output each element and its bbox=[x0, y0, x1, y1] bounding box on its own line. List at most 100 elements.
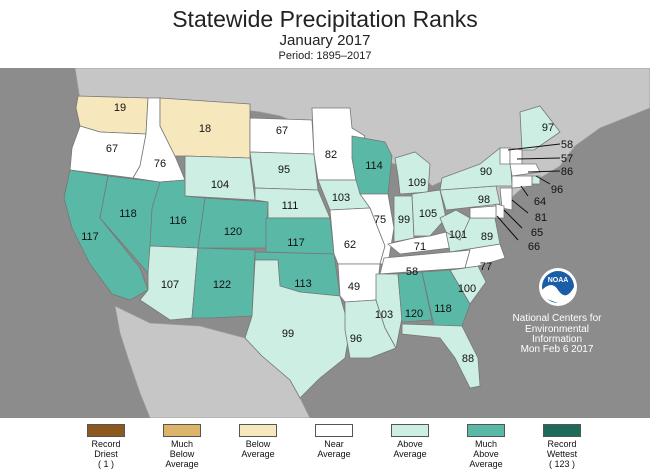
legend-label: Record Driest bbox=[91, 439, 121, 459]
state-wv bbox=[439, 209, 471, 241]
leader-md bbox=[496, 215, 519, 241]
legend-item-record-wettest: Record Wettest( 123 ) bbox=[524, 424, 600, 469]
rank-label-tn: 58 bbox=[406, 266, 418, 278]
credit-line-2: Environmental bbox=[525, 324, 589, 335]
rank-label-nv: 118 bbox=[119, 208, 137, 220]
legend-label: Much Above Average bbox=[469, 439, 503, 469]
rank-label-ar: 49 bbox=[348, 281, 360, 293]
rank-label-sd: 95 bbox=[278, 164, 290, 176]
rank-label-ma: 86 bbox=[561, 166, 573, 178]
credit-line-4: Mon Feb 6 2017 bbox=[521, 344, 594, 355]
legend: Record Driest( 1 ) Much Below Average Below Av… bbox=[0, 420, 650, 475]
rank-label-in: 99 bbox=[398, 214, 410, 226]
rank-label-nm: 122 bbox=[213, 279, 231, 291]
leader-nj bbox=[511, 199, 529, 214]
noaa-logo-icon: NOAA bbox=[539, 268, 577, 306]
legend-item-below: Below Average bbox=[220, 424, 296, 459]
map-panel: 19 67 117 118 76 18 104 116 120 107 122 67 95 111 117 1… bbox=[0, 68, 650, 418]
rank-label-ga: 118 bbox=[434, 303, 452, 315]
legend-count: ( 1 ) bbox=[97, 459, 114, 469]
map-subtitle: January 2017 bbox=[279, 32, 371, 49]
rank-label-mt: 18 bbox=[199, 123, 211, 135]
noaa-logo-text: NOAA bbox=[548, 277, 569, 284]
leader-vt bbox=[507, 143, 561, 151]
legend-item-above: Above Average bbox=[372, 424, 448, 459]
rank-label-mn: 82 bbox=[325, 149, 337, 161]
rank-label-ia: 103 bbox=[332, 192, 350, 204]
state-md bbox=[469, 205, 497, 219]
state-nj bbox=[499, 187, 513, 211]
rank-label-wv: 101 bbox=[449, 229, 467, 241]
rank-label-ky: 71 bbox=[414, 241, 426, 253]
credit-line-3: Information bbox=[532, 334, 582, 345]
legend-item-near: Near Average bbox=[296, 424, 372, 459]
rank-label-ct: 64 bbox=[534, 196, 546, 208]
rank-label-wi: 114 bbox=[365, 160, 383, 172]
state-co bbox=[197, 197, 269, 249]
legend-swatch bbox=[467, 424, 505, 437]
legend-swatch bbox=[315, 424, 353, 437]
rank-label-nc: 77 bbox=[480, 261, 492, 273]
leader-ri bbox=[535, 175, 551, 185]
rank-label-co: 120 bbox=[224, 226, 242, 238]
legend-swatch bbox=[163, 424, 201, 437]
state-ct bbox=[511, 175, 533, 189]
rank-label-la: 96 bbox=[350, 333, 362, 345]
rank-label-ut: 116 bbox=[169, 215, 187, 227]
map-period: Period: 1895–2017 bbox=[278, 50, 372, 62]
legend-item-much-below: Much Below Average bbox=[144, 424, 220, 469]
rank-label-de: 65 bbox=[531, 227, 543, 239]
rank-label-fl: 88 bbox=[462, 353, 474, 365]
rank-label-or: 67 bbox=[106, 143, 118, 155]
state-oh bbox=[411, 189, 447, 237]
state-wy bbox=[184, 155, 256, 201]
legend-item-much-above: Much Above Average bbox=[448, 424, 524, 469]
rank-label-mo: 62 bbox=[344, 239, 356, 251]
legend-label: Record Wettest bbox=[546, 439, 578, 459]
rank-label-al: 120 bbox=[405, 308, 423, 320]
legend-label: Below Average bbox=[241, 439, 275, 459]
rank-label-id: 76 bbox=[154, 158, 166, 170]
legend-swatch bbox=[543, 424, 581, 437]
state-fl bbox=[401, 323, 481, 389]
legend-swatch bbox=[239, 424, 277, 437]
legend-swatch bbox=[87, 424, 125, 437]
rank-label-me: 97 bbox=[542, 122, 554, 134]
state-al bbox=[397, 271, 433, 323]
rank-label-mi: 109 bbox=[408, 177, 426, 189]
rank-label-nd: 67 bbox=[276, 125, 288, 137]
credit-line-1: National Centers for bbox=[513, 313, 603, 324]
rank-label-ms: 103 bbox=[375, 309, 393, 321]
rank-label-nh: 57 bbox=[561, 153, 573, 165]
rank-label-wy: 104 bbox=[211, 179, 229, 191]
map-title: Statewide Precipitation Ranks bbox=[172, 6, 478, 32]
state-nh bbox=[509, 147, 523, 165]
state-nc bbox=[449, 243, 506, 271]
leader-lines bbox=[496, 143, 561, 241]
rank-label-ca: 117 bbox=[81, 231, 99, 243]
rank-label-wa: 19 bbox=[114, 102, 126, 114]
legend-label: Near Average bbox=[317, 439, 351, 459]
rank-label-ok: 113 bbox=[294, 278, 312, 290]
rank-label-pa: 98 bbox=[478, 194, 490, 206]
legend-swatch bbox=[391, 424, 429, 437]
rank-label-az: 107 bbox=[161, 279, 179, 291]
leader-de bbox=[503, 209, 523, 229]
leader-ct bbox=[520, 185, 529, 197]
state-tx bbox=[244, 259, 351, 399]
rank-label-sc: 100 bbox=[458, 283, 476, 295]
rank-label-va: 89 bbox=[481, 231, 493, 243]
legend-label: Above Average bbox=[393, 439, 427, 459]
rank-label-vt: 58 bbox=[561, 139, 573, 151]
rank-label-ne: 111 bbox=[282, 200, 299, 212]
legend-item-record-driest: Record Driest( 1 ) bbox=[68, 424, 144, 469]
state-nm bbox=[191, 247, 256, 319]
rank-label-tx: 99 bbox=[282, 328, 294, 340]
rank-label-oh: 105 bbox=[419, 208, 437, 220]
rank-label-nj: 81 bbox=[535, 212, 547, 224]
leader-nh bbox=[516, 157, 561, 160]
rank-label-ri: 96 bbox=[551, 184, 563, 196]
leader-ma bbox=[527, 170, 561, 173]
legend-count: ( 123 ) bbox=[548, 459, 575, 469]
rank-label-ks: 117 bbox=[287, 237, 305, 249]
